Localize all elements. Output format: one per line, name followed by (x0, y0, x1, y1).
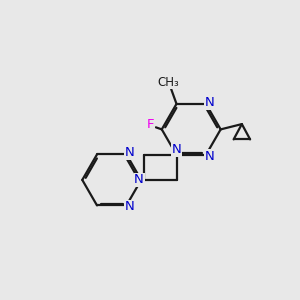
Text: CH₃: CH₃ (158, 76, 179, 89)
Text: N: N (125, 146, 135, 159)
Text: N: N (134, 173, 144, 186)
Text: F: F (147, 118, 154, 131)
Text: N: N (172, 143, 182, 156)
Text: N: N (125, 200, 135, 213)
Text: N: N (205, 150, 214, 163)
Text: N: N (205, 96, 214, 109)
